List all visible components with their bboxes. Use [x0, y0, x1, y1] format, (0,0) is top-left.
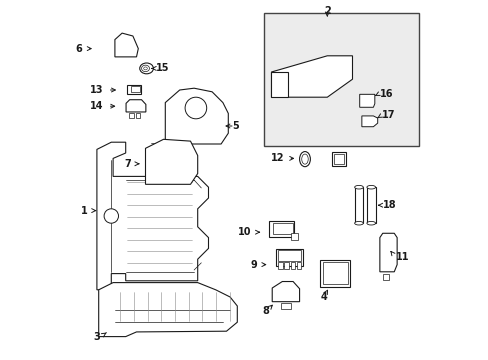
Text: 1: 1 — [81, 206, 88, 216]
Bar — [322, 262, 347, 284]
Circle shape — [104, 209, 118, 223]
Text: 6: 6 — [76, 44, 82, 54]
Bar — [272, 223, 292, 234]
Text: 16: 16 — [379, 89, 392, 99]
Text: 15: 15 — [156, 63, 169, 73]
Text: 14: 14 — [90, 101, 103, 111]
Ellipse shape — [143, 67, 147, 70]
Polygon shape — [361, 116, 377, 127]
Bar — [331, 152, 346, 166]
Bar — [130, 86, 140, 92]
Polygon shape — [126, 100, 145, 112]
Circle shape — [185, 97, 206, 119]
Bar — [290, 262, 294, 269]
Ellipse shape — [354, 185, 363, 189]
Bar — [278, 250, 300, 261]
Bar — [296, 262, 301, 269]
Polygon shape — [366, 187, 375, 223]
Bar — [129, 113, 133, 118]
Bar — [275, 249, 303, 266]
Text: 9: 9 — [250, 260, 257, 270]
Polygon shape — [354, 187, 363, 223]
Polygon shape — [145, 139, 197, 184]
Bar — [278, 262, 282, 269]
Polygon shape — [272, 282, 299, 302]
Bar — [333, 154, 343, 164]
Ellipse shape — [301, 154, 307, 164]
Bar — [126, 85, 141, 94]
Bar — [290, 233, 297, 240]
Text: 2: 2 — [323, 6, 330, 16]
Polygon shape — [379, 233, 396, 272]
Text: 7: 7 — [124, 159, 131, 169]
Polygon shape — [271, 56, 352, 97]
Polygon shape — [97, 142, 208, 290]
Text: 11: 11 — [395, 252, 408, 262]
Text: 3: 3 — [94, 332, 101, 342]
Text: 18: 18 — [382, 200, 396, 210]
Bar — [320, 260, 349, 287]
Ellipse shape — [140, 63, 153, 74]
Polygon shape — [115, 33, 138, 57]
Polygon shape — [271, 72, 287, 97]
Bar — [268, 221, 293, 237]
Bar — [264, 13, 418, 146]
Text: 17: 17 — [381, 110, 395, 120]
Text: 10: 10 — [238, 227, 251, 237]
Polygon shape — [165, 88, 228, 144]
Text: 8: 8 — [262, 306, 269, 316]
Polygon shape — [359, 94, 374, 107]
Bar — [280, 303, 290, 309]
Polygon shape — [99, 283, 237, 337]
Bar — [382, 274, 388, 280]
Text: 13: 13 — [90, 85, 103, 95]
Bar — [284, 262, 288, 269]
Text: 4: 4 — [320, 292, 326, 302]
Ellipse shape — [141, 65, 149, 72]
Ellipse shape — [354, 221, 363, 225]
Bar — [136, 113, 140, 118]
Text: 5: 5 — [232, 121, 239, 131]
Text: 12: 12 — [270, 153, 284, 163]
Ellipse shape — [366, 185, 375, 189]
Ellipse shape — [299, 152, 310, 167]
Ellipse shape — [366, 221, 375, 225]
